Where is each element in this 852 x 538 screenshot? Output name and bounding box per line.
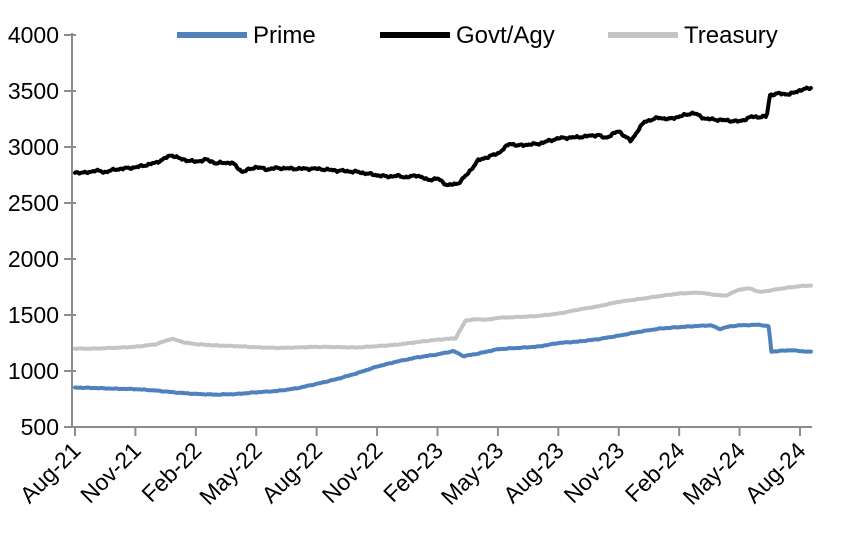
series-line-govt-agy: [73, 85, 813, 188]
x-tick-label: Aug-22: [256, 437, 327, 508]
x-tick-label: Aug-21: [15, 437, 86, 508]
x-tick-label: May-23: [436, 437, 509, 510]
x-tick-label: Feb-22: [136, 437, 206, 507]
y-tick-label: 1000: [8, 358, 59, 384]
x-tick-label: Aug-24: [740, 437, 811, 508]
x-tick-label: Aug-23: [498, 437, 569, 508]
x-tick-label: May-22: [194, 437, 267, 510]
legend-item-prime: Prime: [177, 22, 316, 49]
y-tick-label: 3000: [8, 134, 59, 160]
x-tick-label: Feb-23: [378, 437, 448, 507]
x-tick-label: Nov-23: [558, 437, 629, 508]
series-line-prime: [73, 322, 813, 397]
legend-item-govt-agy: Govt/Agy: [380, 22, 555, 49]
series-line-treasury: [73, 283, 813, 351]
y-tick-label: 3500: [8, 78, 59, 104]
legend-label: Treasury: [684, 22, 778, 49]
x-tick-label: May-24: [678, 437, 751, 510]
y-tick-label: 500: [21, 414, 59, 440]
legend-item-treasury: Treasury: [608, 22, 778, 49]
x-tick-label: Nov-21: [75, 437, 146, 508]
y-tick-label: 2500: [8, 190, 59, 216]
y-tick-label: 1500: [8, 302, 59, 328]
y-tick-label: 4000: [8, 22, 59, 48]
x-tick-label: Nov-22: [317, 437, 388, 508]
legend-label: Prime: [253, 22, 316, 49]
x-tick-label: Feb-24: [620, 437, 690, 507]
y-tick-label: 2000: [8, 246, 59, 272]
legend-label: Govt/Agy: [456, 22, 555, 49]
